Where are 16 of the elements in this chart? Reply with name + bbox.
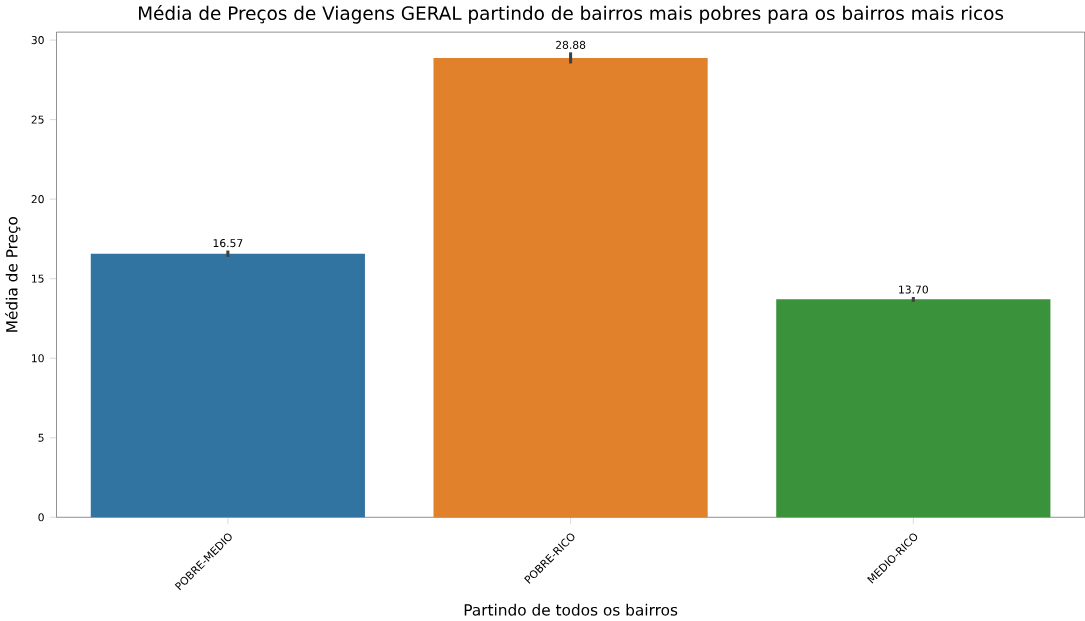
y-tick-label: 25 — [31, 115, 44, 124]
y-tick-label: 30 — [31, 36, 44, 45]
bar — [776, 299, 1051, 518]
y-tick-label: 5 — [38, 433, 44, 442]
y-tick-label: 20 — [31, 195, 44, 204]
data-label: 16.57 — [213, 239, 243, 248]
x-axis-title: Partindo de todos os bairros — [464, 603, 678, 616]
bar — [433, 57, 708, 518]
chart-title: Média de Preços de Viagens GERAL partindo de bairros mais pobres para os bairros mais ricos — [139, 5, 1004, 24]
y-tick-label: 15 — [32, 274, 44, 283]
data-label: 28.88 — [556, 40, 586, 50]
y-axis-title: Média de Preço — [5, 217, 21, 332]
data-label: 13.70 — [899, 285, 928, 294]
y-tick-label: 0 — [38, 513, 44, 522]
bar — [90, 253, 365, 518]
y-tick-label: 10 — [32, 354, 44, 363]
